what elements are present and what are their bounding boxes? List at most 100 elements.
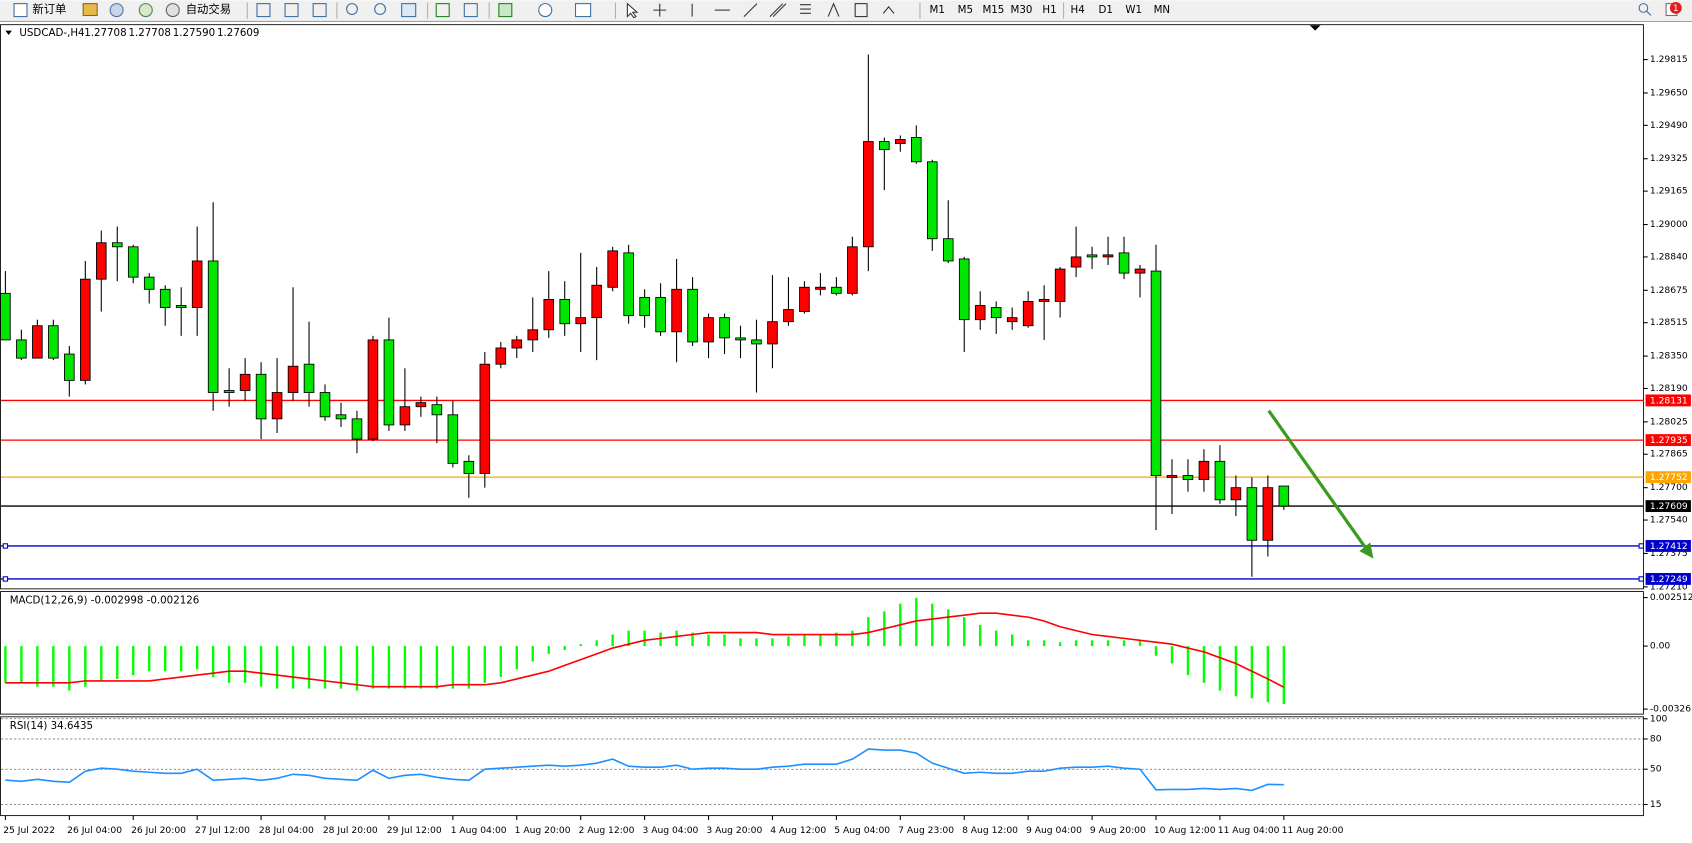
y-tick-label: -0.00326	[1650, 704, 1691, 715]
timeframe-button[interactable]: H4	[1070, 4, 1084, 16]
y-tick-label: 0.002512	[1650, 592, 1692, 603]
chart-bg	[0, 21, 1692, 843]
candle-body	[415, 402, 427, 408]
timeframe-button[interactable]: M5	[958, 4, 973, 16]
candle-body	[719, 317, 730, 339]
candle-body	[527, 329, 539, 341]
candle-body	[0, 292, 11, 341]
fibo-tool[interactable]	[800, 4, 811, 14]
icon[interactable]	[256, 3, 271, 18]
candle-body	[1054, 268, 1066, 302]
timeframe-button[interactable]: M1	[930, 4, 945, 16]
candle-body	[1006, 317, 1018, 323]
label-tool[interactable]	[854, 3, 868, 18]
icon[interactable]	[284, 3, 299, 18]
y-tick-label: 1.28190	[1650, 383, 1688, 394]
x-tick-label: 27 Jul 12:00	[195, 825, 250, 836]
text-tool[interactable]	[827, 2, 840, 17]
notification-count: 1	[1673, 4, 1678, 14]
timeframe-button[interactable]: M15	[982, 4, 1004, 16]
candle-body	[591, 284, 602, 319]
candle-body	[575, 317, 586, 325]
candle-body	[1278, 485, 1290, 507]
x-tick-label: 7 Aug 23:00	[898, 825, 954, 836]
trend-arrow-head[interactable]	[1359, 542, 1374, 559]
y-tick-label: 0.00	[1650, 641, 1671, 652]
x-tick-label: 10 Aug 12:00	[1154, 825, 1216, 836]
symbol-menu-marker[interactable]	[5, 30, 12, 35]
icon[interactable]	[138, 3, 153, 18]
candle-body	[847, 246, 858, 294]
candle-body	[1230, 487, 1242, 501]
indicators[interactable]	[498, 3, 513, 18]
candle-body	[863, 141, 874, 248]
chart-title: USDCAD-,H4	[19, 27, 84, 39]
periods[interactable]	[538, 3, 553, 18]
timeframe-button[interactable]: H1	[1042, 4, 1056, 16]
icon[interactable]	[109, 3, 124, 18]
x-tick-label: 26 Jul 04:00	[67, 825, 122, 836]
timeframe-button[interactable]: MN	[1154, 4, 1171, 16]
zoom-out[interactable]	[374, 3, 387, 15]
trend-arrow[interactable]	[1267, 409, 1367, 548]
icon[interactable]	[82, 3, 98, 17]
y-tick-label: 1.29165	[1650, 186, 1688, 197]
icon[interactable]	[435, 3, 450, 18]
x-tick-label: 29 Jul 12:00	[387, 825, 442, 836]
chart-shift-marker[interactable]	[1309, 25, 1321, 31]
icon[interactable]	[463, 3, 478, 18]
autotrade-icon[interactable]	[165, 3, 180, 18]
candle-body	[879, 141, 890, 151]
candle-body	[367, 339, 379, 440]
timeframe-button[interactable]: W1	[1125, 4, 1142, 16]
x-tick-label: 5 Aug 04:00	[834, 825, 890, 836]
candle-body	[511, 339, 523, 349]
timeframe-button[interactable]: M30	[1011, 4, 1033, 16]
candle-body	[1134, 268, 1146, 274]
level-handle	[2, 576, 9, 582]
candle-body	[1102, 254, 1114, 258]
candle-body	[111, 242, 123, 248]
ohlc-header: 1.27708	[84, 27, 126, 39]
search-icon[interactable]	[1638, 3, 1649, 13]
trendline-tool[interactable]	[743, 3, 758, 17]
notification-badge[interactable]	[1669, 2, 1682, 14]
x-tick-label: 26 Jul 20:00	[131, 825, 186, 836]
new-order-icon[interactable]	[13, 3, 28, 18]
crosshair-tool[interactable]	[653, 3, 667, 17]
tile-windows[interactable]	[401, 3, 417, 18]
candle-body	[48, 325, 59, 359]
candle-body	[64, 353, 75, 381]
cursor-tool[interactable]	[626, 2, 639, 19]
candle-body	[687, 288, 698, 343]
rsi-panel-frame	[0, 716, 1644, 817]
y-tick-label: 1.27865	[1650, 449, 1688, 460]
new-order-button[interactable]: 新订单	[32, 2, 66, 16]
level-handle	[2, 543, 9, 549]
y-tick-label: 1.28350	[1650, 351, 1688, 362]
level-label-bg	[1645, 394, 1691, 407]
arrows-tool[interactable]	[882, 6, 895, 14]
icon[interactable]	[312, 3, 327, 18]
search-icon[interactable]	[1646, 10, 1652, 16]
y-tick-label: 80	[1650, 733, 1662, 744]
autotrade-button[interactable]: 自动交易	[186, 2, 231, 16]
candle-body	[655, 296, 666, 333]
timeframe-button[interactable]: D1	[1098, 4, 1112, 16]
channel-tool[interactable]	[769, 3, 787, 17]
level-label: 1.27249	[1650, 574, 1688, 585]
y-tick-label: 1.28675	[1650, 285, 1688, 296]
toolbar: 新订单 自动交易 1	[0, 0, 1692, 22]
candle-body	[831, 286, 842, 294]
candle-body	[607, 250, 618, 288]
candle-body	[127, 246, 139, 278]
x-tick-label: 2 Aug 12:00	[579, 825, 635, 836]
templates[interactable]	[574, 3, 592, 18]
candle-body	[303, 363, 315, 393]
candle-body	[1246, 487, 1258, 541]
zoom-in[interactable]	[346, 3, 358, 15]
candle-body	[1262, 487, 1274, 541]
candle-body	[495, 347, 507, 365]
plot: 1.29815 1.29650 1.29490 1.29325 1.29165 1.290…	[0, 27, 1692, 836]
